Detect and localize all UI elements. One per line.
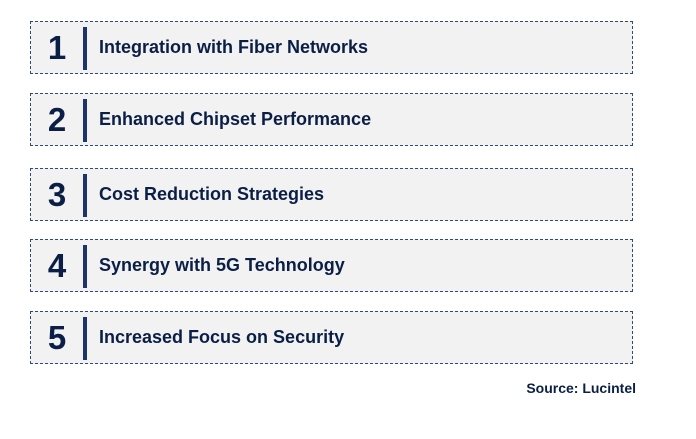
item-divider [83, 27, 87, 70]
item-divider [83, 174, 87, 217]
item-label: Cost Reduction Strategies [99, 184, 325, 204]
source-credit: Source: Lucintel [526, 380, 636, 396]
item-label: Enhanced Chipset Performance [99, 109, 372, 129]
item-label: Integration with Fiber Networks [99, 37, 369, 57]
item-label: Increased Focus on Security [99, 327, 345, 347]
item-number: 1 [47, 28, 67, 66]
list-item: 2 Enhanced Chipset Performance [30, 93, 633, 146]
item-divider [83, 245, 87, 288]
list-item: 4 Synergy with 5G Technology [30, 239, 633, 292]
item-number: 5 [47, 318, 67, 356]
list-item: 5 Increased Focus on Security [30, 311, 633, 364]
item-divider [83, 99, 87, 142]
item-divider [83, 317, 87, 360]
item-label: Synergy with 5G Technology [99, 255, 345, 275]
item-number: 4 [47, 246, 67, 284]
list-item: 3 Cost Reduction Strategies [30, 168, 633, 221]
item-number: 2 [47, 100, 67, 138]
item-number: 3 [47, 175, 67, 213]
list-item: 1 Integration with Fiber Networks [30, 21, 633, 74]
